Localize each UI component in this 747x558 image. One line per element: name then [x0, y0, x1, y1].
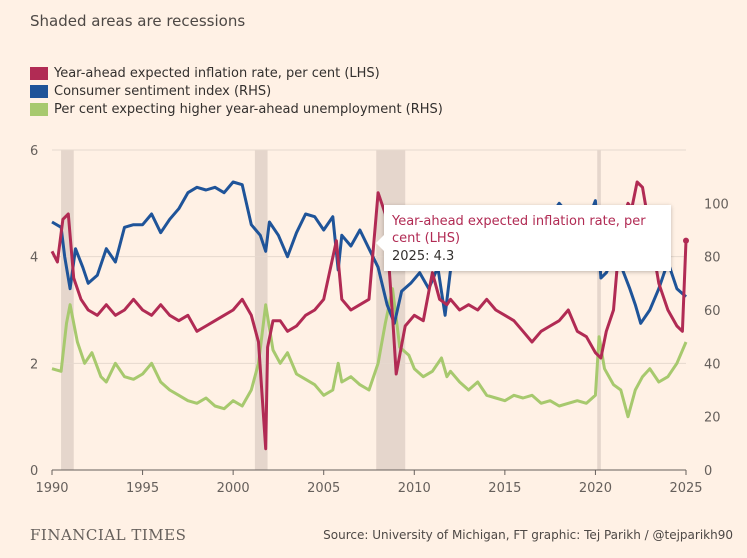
left-tick-label-2: 4	[30, 251, 38, 266]
legend-item-inflation: Year-ahead expected inflation rate, per …	[30, 64, 443, 82]
right-tick-label-1: 20	[704, 411, 721, 426]
x-tick-label-4: 2010	[398, 481, 431, 496]
legend-item-sentiment: Consumer sentiment index (RHS)	[30, 82, 443, 100]
right-tick-label-2: 40	[704, 357, 721, 372]
recession-band-3	[597, 150, 601, 470]
right-tick-label-4: 80	[704, 251, 721, 266]
tooltip-point	[683, 237, 689, 244]
source-note: Source: University of Michigan, FT graph…	[323, 528, 733, 542]
x-tick-label-5: 2015	[488, 481, 521, 496]
x-tick-label-7: 2025	[669, 481, 702, 496]
right-tick-label-5: 100	[704, 197, 729, 212]
chart-subtitle: Shaded areas are recessions	[30, 12, 246, 30]
legend-swatch-sentiment	[30, 84, 48, 98]
right-tick-label-0: 0	[704, 464, 712, 479]
x-tick-label-1: 1995	[126, 481, 159, 496]
legend-label-inflation: Year-ahead expected inflation rate, per …	[54, 65, 380, 81]
left-tick-label-0: 0	[30, 464, 38, 479]
x-tick-label-0: 1990	[35, 481, 68, 496]
legend-swatch-inflation	[30, 66, 48, 80]
tooltip-title: Year-ahead expected inflation rate, per …	[392, 214, 646, 246]
x-tick-label-2: 2000	[217, 481, 250, 496]
legend-label-sentiment: Consumer sentiment index (RHS)	[54, 83, 272, 99]
legend-item-unemployment: Per cent expecting higher year-ahead une…	[30, 100, 443, 118]
left-tick-label-3: 6	[30, 144, 38, 159]
recession-band-1	[254, 150, 268, 470]
tooltip-arrow	[376, 235, 384, 251]
tooltip: Year-ahead expected inflation rate, per …	[376, 205, 671, 271]
series-line-0	[50, 180, 688, 451]
legend-swatch-unemployment	[30, 102, 48, 116]
ft-brand-logo: FINANCIAL TIMES	[30, 526, 187, 544]
tooltip-value: 2025: 4.3	[392, 249, 455, 264]
legend: Year-ahead expected inflation rate, per …	[30, 64, 443, 118]
gridlines	[52, 149, 686, 471]
x-tick-label-6: 2020	[579, 481, 612, 496]
x-tick-label-3: 2005	[307, 481, 340, 496]
left-tick-label-1: 2	[30, 357, 38, 372]
series-line-2	[51, 287, 688, 419]
legend-label-unemployment: Per cent expecting higher year-ahead une…	[54, 101, 443, 117]
right-tick-label-3: 60	[704, 304, 721, 319]
